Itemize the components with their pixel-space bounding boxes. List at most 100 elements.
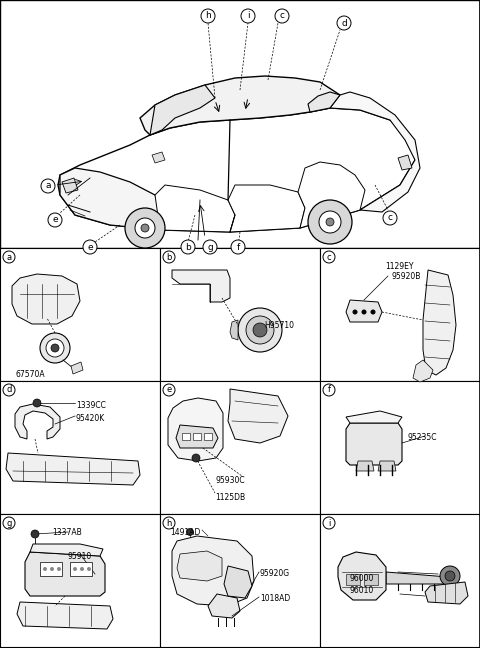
Polygon shape: [413, 360, 433, 382]
Circle shape: [163, 384, 175, 396]
Circle shape: [3, 517, 15, 529]
Circle shape: [238, 308, 282, 352]
Text: g: g: [6, 518, 12, 527]
Bar: [40, 562, 62, 576]
Circle shape: [51, 344, 59, 352]
Polygon shape: [71, 362, 83, 374]
Circle shape: [163, 517, 175, 529]
Circle shape: [192, 454, 200, 462]
Text: e: e: [167, 386, 172, 395]
Polygon shape: [346, 423, 402, 465]
Circle shape: [440, 566, 460, 586]
Circle shape: [135, 218, 155, 238]
Polygon shape: [155, 185, 235, 232]
Text: 67570A: 67570A: [15, 370, 45, 379]
Circle shape: [323, 251, 335, 263]
Text: 96000: 96000: [350, 574, 374, 583]
Text: d: d: [341, 19, 347, 27]
Circle shape: [50, 567, 54, 571]
Circle shape: [46, 339, 64, 357]
Bar: [70, 562, 92, 576]
Circle shape: [383, 211, 397, 225]
Circle shape: [3, 251, 15, 263]
Bar: [204, 433, 212, 440]
Bar: [0, 0, 480, 248]
Polygon shape: [17, 602, 113, 629]
Text: h: h: [166, 518, 172, 527]
Circle shape: [323, 517, 335, 529]
Text: 96010: 96010: [350, 586, 374, 595]
Bar: [320, 381, 480, 514]
Polygon shape: [30, 544, 103, 556]
Polygon shape: [12, 274, 80, 324]
Polygon shape: [346, 411, 402, 423]
Text: 95920B: 95920B: [392, 272, 421, 281]
Circle shape: [231, 240, 245, 254]
Polygon shape: [172, 270, 230, 302]
Polygon shape: [338, 552, 386, 600]
Circle shape: [40, 333, 70, 363]
Text: e: e: [87, 242, 93, 251]
Circle shape: [253, 323, 267, 337]
Polygon shape: [177, 551, 222, 581]
Polygon shape: [346, 300, 382, 322]
Polygon shape: [58, 108, 415, 232]
Polygon shape: [228, 185, 305, 232]
Circle shape: [361, 310, 367, 314]
Polygon shape: [140, 76, 340, 135]
Circle shape: [33, 399, 41, 407]
Bar: [320, 514, 480, 647]
Bar: [193, 433, 201, 440]
Polygon shape: [150, 85, 215, 135]
Text: b: b: [166, 253, 172, 262]
Circle shape: [163, 251, 175, 263]
Polygon shape: [356, 461, 374, 471]
Text: g: g: [207, 242, 213, 251]
Polygon shape: [298, 162, 365, 228]
Text: 95910: 95910: [68, 552, 92, 561]
Bar: [0, 248, 160, 381]
Bar: [160, 514, 320, 647]
Circle shape: [57, 567, 61, 571]
Text: H95710: H95710: [264, 321, 294, 330]
Text: 95420K: 95420K: [76, 414, 105, 423]
Circle shape: [323, 384, 335, 396]
Text: f: f: [327, 386, 331, 395]
Polygon shape: [230, 320, 238, 340]
Circle shape: [80, 567, 84, 571]
Polygon shape: [378, 461, 396, 471]
Text: d: d: [6, 386, 12, 395]
Polygon shape: [62, 178, 78, 193]
Polygon shape: [308, 92, 340, 112]
Polygon shape: [15, 404, 60, 439]
Text: b: b: [185, 242, 191, 251]
Circle shape: [201, 9, 215, 23]
Circle shape: [241, 9, 255, 23]
Text: f: f: [236, 242, 240, 251]
Polygon shape: [60, 168, 165, 230]
Circle shape: [48, 213, 62, 227]
Polygon shape: [386, 572, 450, 584]
Polygon shape: [6, 453, 140, 485]
Polygon shape: [330, 92, 420, 212]
Circle shape: [141, 224, 149, 232]
Polygon shape: [423, 270, 456, 375]
Text: i: i: [247, 12, 249, 21]
Polygon shape: [176, 425, 218, 448]
Text: 1337AB: 1337AB: [52, 528, 82, 537]
Polygon shape: [224, 566, 252, 598]
Text: a: a: [6, 253, 12, 262]
Polygon shape: [25, 552, 105, 596]
Text: 1339CC: 1339CC: [76, 401, 106, 410]
Text: e: e: [52, 216, 58, 224]
Circle shape: [43, 567, 47, 571]
Polygon shape: [172, 536, 254, 606]
Polygon shape: [398, 155, 412, 170]
Polygon shape: [425, 582, 468, 604]
Polygon shape: [168, 398, 223, 461]
Text: c: c: [279, 12, 285, 21]
Text: 1125DB: 1125DB: [215, 493, 245, 502]
Circle shape: [319, 211, 341, 233]
Text: 95930C: 95930C: [215, 476, 245, 485]
Text: 95235C: 95235C: [408, 433, 437, 442]
